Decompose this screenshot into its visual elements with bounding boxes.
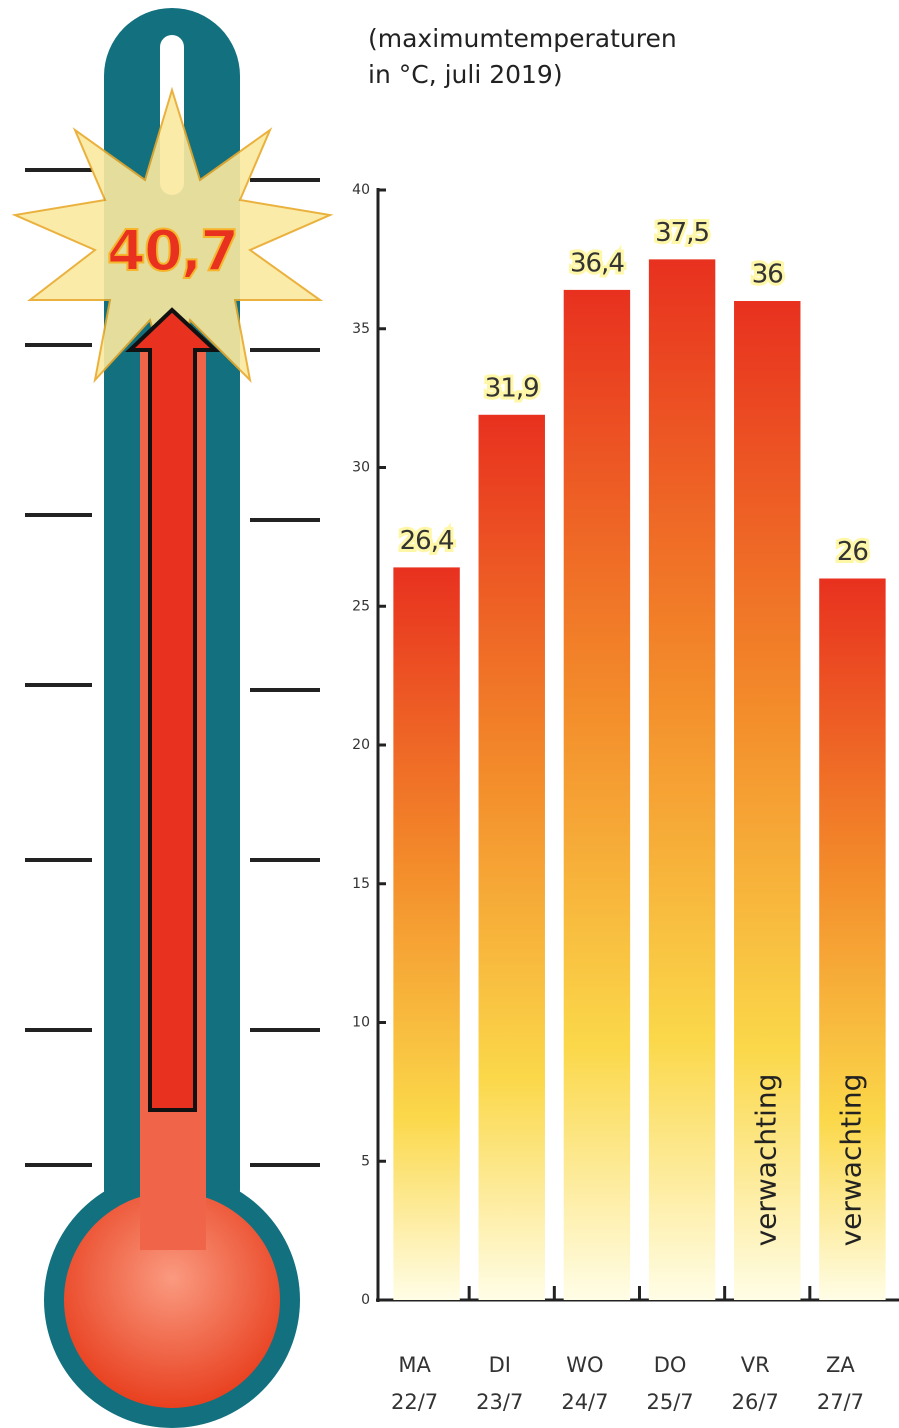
x-tick-date: 23/7 bbox=[476, 1390, 523, 1414]
bar bbox=[648, 259, 716, 1300]
y-tick-label: 35 bbox=[352, 321, 370, 337]
bar bbox=[563, 289, 631, 1300]
x-tick-date: 22/7 bbox=[391, 1390, 438, 1414]
y-tick-label: 25 bbox=[352, 598, 370, 614]
bar-note: verwachting bbox=[749, 1074, 782, 1247]
x-tick-date: 27/7 bbox=[817, 1390, 864, 1414]
y-tick-label: 40 bbox=[352, 182, 370, 198]
subtitle: (maximumtemperaturen bbox=[368, 24, 677, 53]
bar bbox=[478, 414, 545, 1300]
thermometer-label: 40,7 bbox=[107, 219, 237, 284]
y-tick-label: 30 bbox=[352, 460, 370, 476]
x-tick-label: DO bbox=[654, 1353, 687, 1377]
subtitle: in °C, juli 2019) bbox=[368, 60, 563, 89]
y-tick-label: 0 bbox=[361, 1292, 370, 1308]
value-label: 36 bbox=[752, 260, 783, 290]
x-tick-label: DI bbox=[489, 1353, 511, 1377]
y-tick-label: 15 bbox=[352, 876, 370, 892]
x-tick-label: MA bbox=[398, 1353, 431, 1377]
value-label: 26,4 bbox=[400, 526, 454, 556]
value-label: 31,9 bbox=[485, 373, 539, 403]
value-label: 36,4 bbox=[570, 248, 624, 278]
bar bbox=[393, 567, 460, 1300]
x-tick-date: 24/7 bbox=[561, 1390, 608, 1414]
thermometer: 40,7 bbox=[11, 8, 334, 1428]
thermometer-scale bbox=[25, 168, 320, 1167]
bar bbox=[819, 578, 886, 1300]
bar-note: verwachting bbox=[834, 1074, 867, 1247]
value-label: 37,5 bbox=[655, 218, 709, 248]
value-label: 26 bbox=[837, 537, 868, 567]
x-tick-label: WO bbox=[566, 1353, 603, 1377]
y-tick-label: 10 bbox=[352, 1015, 370, 1031]
x-tick-date: 26/7 bbox=[732, 1390, 779, 1414]
x-tick-label: ZA bbox=[826, 1353, 855, 1377]
y-tick-label: 5 bbox=[361, 1153, 370, 1169]
y-tick-label: 20 bbox=[352, 737, 370, 753]
bar bbox=[734, 301, 801, 1300]
x-tick-label: VR bbox=[741, 1353, 770, 1377]
x-tick-date: 25/7 bbox=[646, 1390, 693, 1414]
